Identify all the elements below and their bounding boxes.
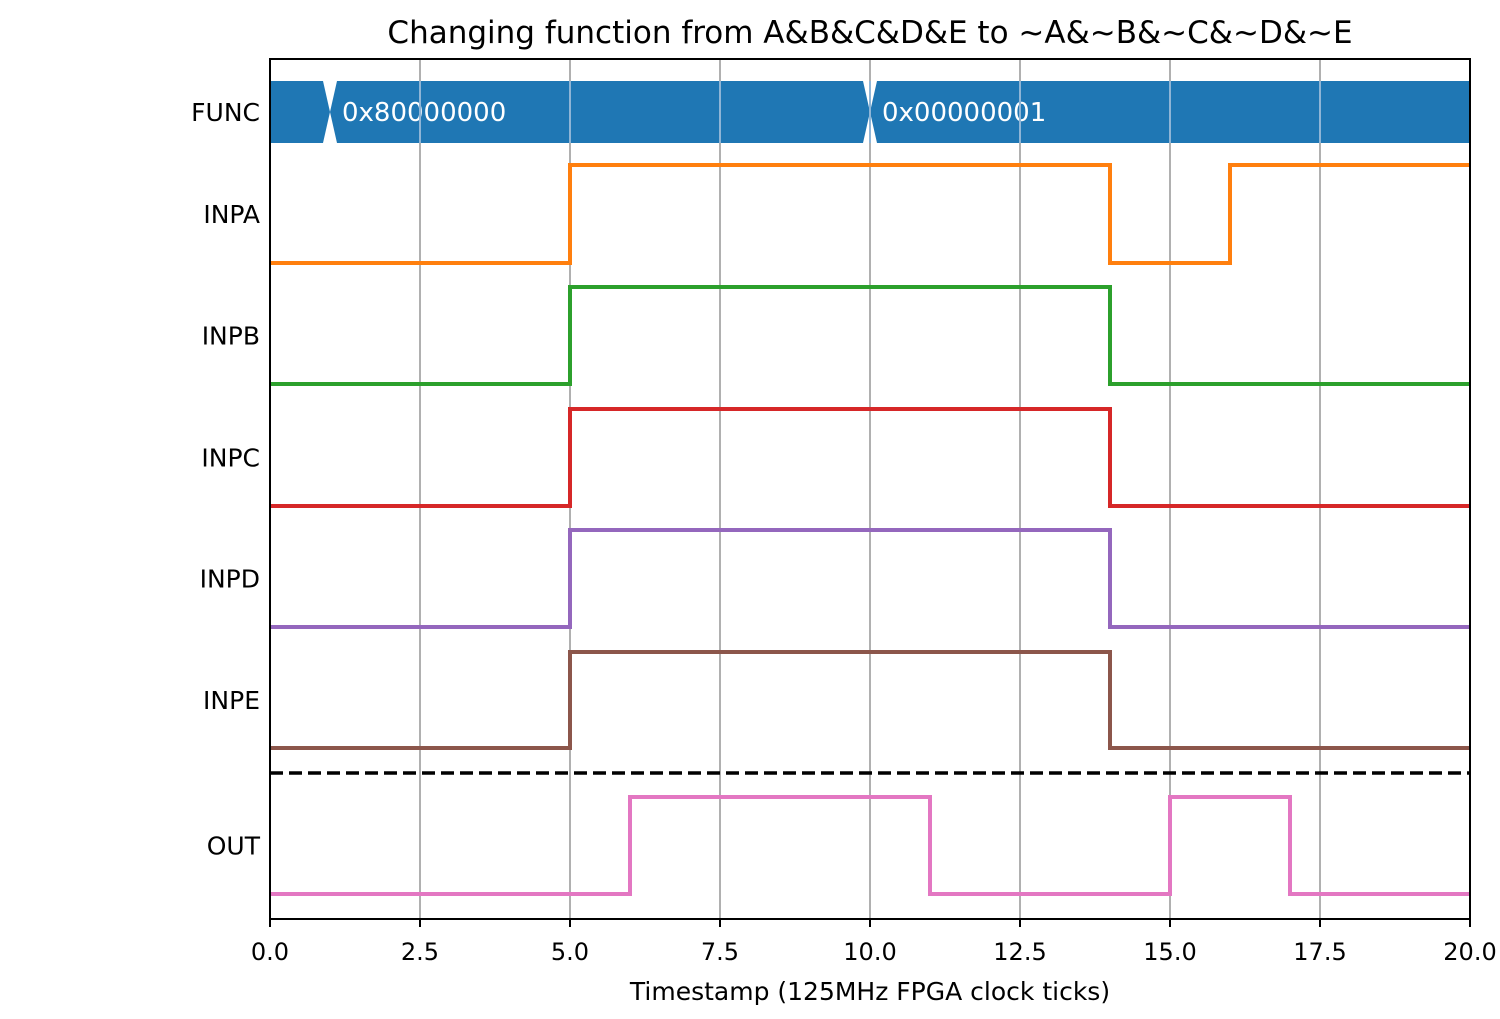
x-tick-label-5-0: 5.0 bbox=[551, 938, 589, 966]
x-tick-label-0-0: 0.0 bbox=[251, 938, 289, 966]
x-tick-label-7-5: 7.5 bbox=[701, 938, 739, 966]
x-tick-label-15-0: 15.0 bbox=[1143, 938, 1196, 966]
signal-trace-inpe bbox=[270, 650, 1470, 750]
func-bus-segment bbox=[330, 81, 870, 143]
signal-label-inpa: INPA bbox=[203, 200, 260, 229]
signal-trace-inpc bbox=[270, 407, 1470, 508]
func-bus-value-label: 0x00000001 bbox=[882, 98, 1046, 128]
x-tick-label-10-0: 10.0 bbox=[843, 938, 896, 966]
signal-traces bbox=[270, 163, 1470, 896]
signal-labels: FUNC INPA INPB INPC INPD INPE OUT bbox=[191, 98, 261, 861]
signal-label-func: FUNC bbox=[191, 98, 260, 127]
signal-label-inpe: INPE bbox=[203, 686, 260, 715]
signal-trace-inpd bbox=[270, 528, 1470, 629]
x-tick-label-17-5: 17.5 bbox=[1293, 938, 1346, 966]
grid-lines bbox=[419, 59, 1321, 919]
func-bus-value-label: 0x80000000 bbox=[342, 98, 506, 128]
signal-trace-inpa bbox=[270, 163, 1470, 265]
signal-label-inpd: INPD bbox=[200, 565, 260, 594]
x-tick-label-20-0: 20.0 bbox=[1443, 938, 1496, 966]
signal-label-inpc: INPC bbox=[201, 444, 260, 473]
signal-label-inpb: INPB bbox=[202, 322, 260, 351]
chart-title: Changing function from A&B&C&D&E to ~A&~… bbox=[387, 15, 1352, 51]
x-axis-label: Timestamp (125MHz FPGA clock ticks) bbox=[629, 977, 1110, 1006]
x-tick-label-12-5: 12.5 bbox=[993, 938, 1046, 966]
signal-trace-out bbox=[270, 795, 1470, 896]
func-bus: 0x80000000 0x00000001 bbox=[270, 81, 1470, 143]
x-axis: 0.0 2.5 5.0 7.5 10.0 12.5 15.0 17.5 20.0 bbox=[251, 919, 1497, 966]
signal-label-out: OUT bbox=[207, 832, 261, 861]
plot-frame bbox=[269, 58, 1471, 920]
x-tick-label-2-5: 2.5 bbox=[401, 938, 439, 966]
func-bus-segment bbox=[270, 81, 330, 143]
signal-trace-inpb bbox=[270, 285, 1470, 386]
